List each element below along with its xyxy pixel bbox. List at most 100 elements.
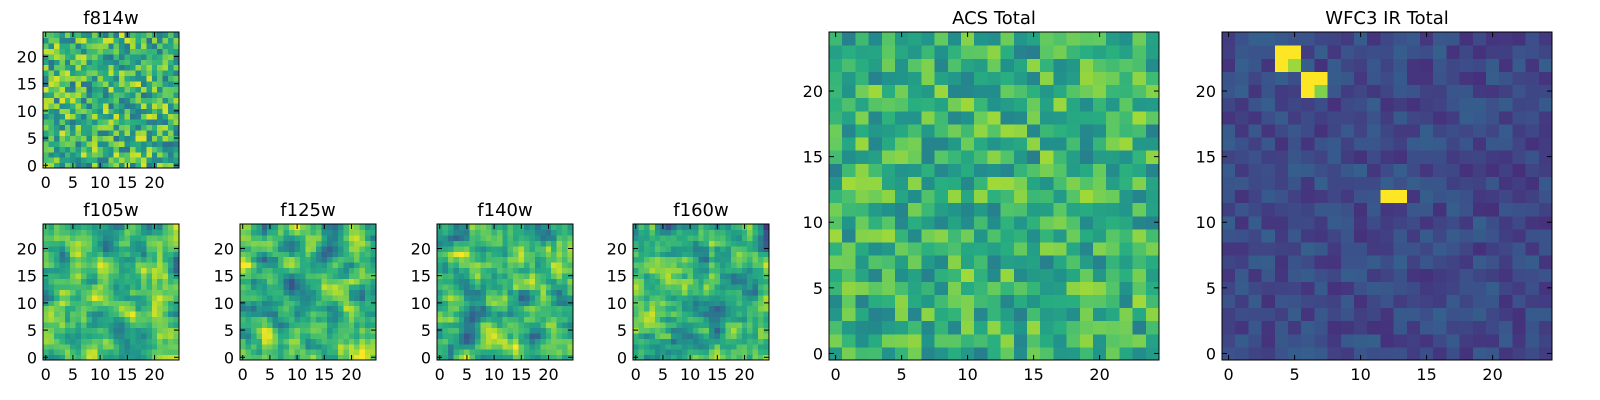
heatmap-cell [70, 332, 77, 339]
heatmap-cell [855, 71, 870, 86]
heatmap-cell [709, 267, 716, 274]
heatmap-cell [692, 305, 699, 312]
heatmap-cell [48, 108, 55, 115]
heatmap-cell [703, 327, 710, 334]
heatmap-cell [529, 262, 536, 269]
heatmap-cell [540, 283, 547, 290]
heatmap-cell [272, 251, 279, 258]
heatmap-cell [305, 278, 312, 285]
heatmap-cell [485, 245, 492, 252]
heatmap-cell [921, 268, 936, 282]
heatmap-cell [337, 262, 344, 269]
heatmap-cell [288, 327, 295, 334]
y-tick-label: 5 [1206, 279, 1216, 298]
heatmap-cell [1367, 294, 1381, 309]
heatmap-cell [518, 234, 525, 241]
x-tick-label: 0 [435, 365, 445, 384]
heatmap-cell [720, 305, 727, 312]
heatmap-cell [365, 311, 372, 318]
heatmap-cell [1538, 346, 1553, 361]
heatmap-cell [1053, 71, 1068, 86]
heatmap-cell [59, 53, 66, 60]
heatmap-cell [908, 268, 922, 282]
heatmap-cell [1354, 97, 1368, 112]
heatmap-cell [1327, 228, 1342, 243]
heatmap-cell [256, 300, 263, 307]
heatmap-cell [649, 321, 656, 328]
heatmap-cell [365, 321, 372, 328]
heatmap-cell [173, 338, 180, 345]
heatmap-cell [1512, 320, 1527, 335]
heatmap-cell [1301, 163, 1315, 177]
heatmap-cell [327, 224, 334, 231]
heatmap-cell [97, 97, 104, 104]
heatmap-cell [151, 316, 158, 323]
heatmap-cell [370, 240, 377, 247]
heatmap-cell [934, 136, 949, 151]
heatmap-cell [1354, 202, 1368, 217]
heatmap-cell [1354, 320, 1368, 335]
heatmap-cell [458, 321, 465, 328]
y-tick-label: 15 [214, 267, 234, 286]
heatmap-cell [140, 48, 147, 55]
heatmap-cell [162, 251, 169, 258]
heatmap-cell [551, 267, 558, 274]
heatmap-cell [354, 224, 361, 231]
heatmap-cell [464, 321, 471, 328]
heatmap-cell [245, 338, 252, 345]
heatmap-cell [654, 343, 661, 350]
heatmap-cell [294, 278, 301, 285]
heatmap-cell [534, 321, 541, 328]
heatmap-cell [1119, 71, 1134, 86]
heatmap-cell [1274, 189, 1289, 204]
heatmap-cell [75, 272, 82, 279]
heatmap-cell [168, 124, 175, 131]
heatmap-cell [961, 110, 975, 125]
heatmap-cell [556, 289, 563, 296]
heatmap-cell [250, 311, 257, 318]
heatmap-cell [643, 332, 650, 339]
heatmap-cell [442, 256, 449, 263]
y-tick-label: 10 [214, 294, 234, 313]
heatmap-cell [934, 320, 949, 335]
heatmap-cell [261, 289, 268, 296]
heatmap-cell [1420, 71, 1434, 86]
heatmap-cell [70, 327, 77, 334]
heatmap-cell [1145, 346, 1160, 361]
heatmap-cell [130, 224, 137, 231]
heatmap-cell [1145, 333, 1160, 348]
heatmap-cell [70, 267, 77, 274]
heatmap-cell [540, 354, 547, 361]
heatmap-cell [305, 321, 312, 328]
heatmap-cell [321, 278, 328, 285]
heatmap-cell [168, 272, 175, 279]
heatmap-cell [316, 262, 323, 269]
heatmap-cell [256, 354, 263, 361]
heatmap-cell [681, 316, 688, 323]
heatmap-cell [75, 332, 82, 339]
heatmap-cell [442, 343, 449, 350]
heatmap-cell [447, 256, 454, 263]
heatmap-cell [1499, 320, 1513, 335]
heatmap-cell [1459, 97, 1474, 112]
heatmap-cell [337, 267, 344, 274]
heatmap-cell [485, 251, 492, 258]
heatmap-cell [1053, 110, 1068, 125]
heatmap-cell [135, 97, 142, 104]
heatmap-cell [256, 224, 263, 231]
heatmap-cell [343, 300, 350, 307]
heatmap-cell [665, 240, 672, 247]
heatmap-cell [173, 283, 180, 290]
heatmap-cell [162, 146, 169, 153]
heatmap-cell [294, 283, 301, 290]
heatmap-cell [157, 338, 164, 345]
heatmap-cell [507, 343, 514, 350]
heatmap-cell [97, 289, 104, 296]
heatmap-cell [354, 262, 361, 269]
heatmap-cell [480, 256, 487, 263]
heatmap-cell [140, 338, 147, 345]
heatmap-cell [480, 349, 487, 356]
heatmap-cell [70, 338, 77, 345]
heatmap-cell [1235, 307, 1249, 322]
